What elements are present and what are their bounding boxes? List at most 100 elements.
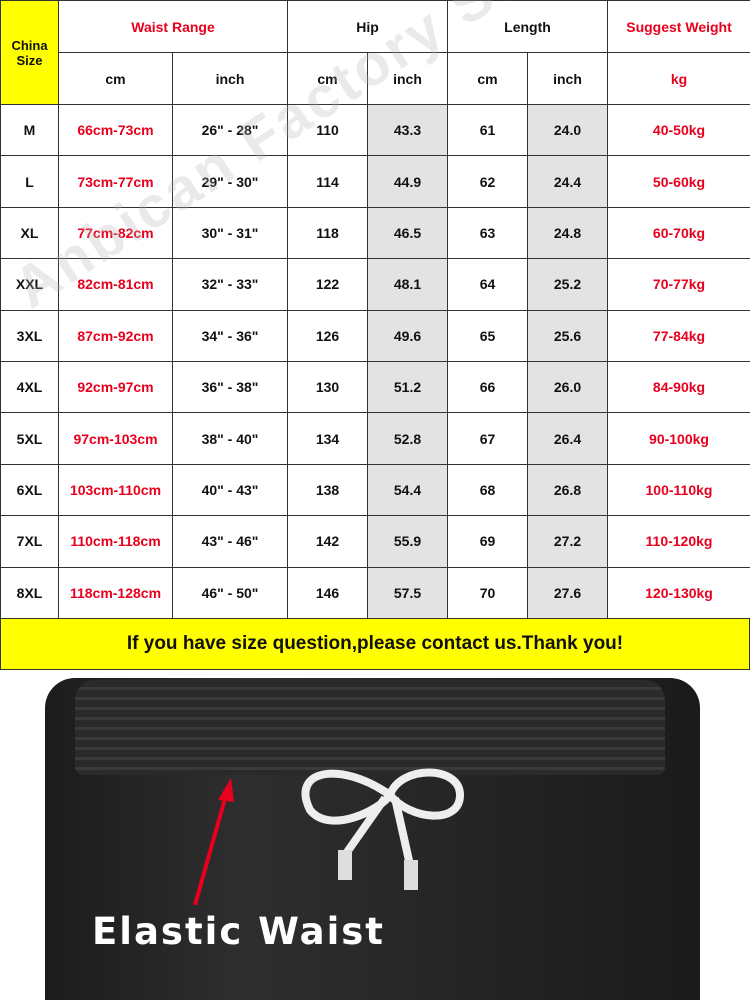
hip-cm-cell: 138	[287, 463, 368, 517]
size-cell: M	[0, 103, 59, 157]
suggest-weight-cell: 40-50kg	[607, 103, 750, 157]
length-cm-cell: 61	[447, 103, 528, 157]
suggest-weight-cell: 60-70kg	[607, 206, 750, 260]
size-cell: 6XL	[0, 463, 59, 517]
waist-range-header: Waist Range	[58, 0, 288, 53]
drawstring-and-arrow	[193, 768, 465, 906]
suggest-weight-cell: 110-120kg	[607, 515, 750, 568]
size-row: 5XL 97cm-103cm 38" - 40" 134 52.8 67 26.4 90-10…	[0, 412, 750, 465]
waist-cm-cell: 110cm-118cm	[58, 515, 173, 568]
waist-cm-cell: 97cm-103cm	[58, 412, 173, 465]
waist-inch-cell: 26" - 28"	[172, 103, 288, 157]
waist-inch-cell: 46" - 50"	[172, 566, 288, 619]
size-row: 3XL 87cm-92cm 34" - 36" 126 49.6 65 25.6 77-84k…	[0, 309, 750, 362]
waist-inch-cell: 34" - 36"	[172, 309, 288, 362]
waist-inch-cell: 36" - 38"	[172, 360, 288, 414]
size-row: 8XL 118cm-128cm 46" - 50" 146 57.5 70 27.6 120-…	[0, 566, 750, 619]
drawstring-bow	[301, 768, 465, 825]
suggest-weight-cell: 100-110kg	[607, 463, 750, 517]
length-inch-cell: 25.6	[527, 309, 608, 362]
length-inch-cell: 26.4	[527, 412, 608, 465]
waist-cm-cell: 77cm-82cm	[58, 206, 173, 260]
length-cm-cell: 66	[447, 360, 528, 414]
length-inch-cell: 27.6	[527, 566, 608, 619]
size-row: XXL 82cm-81cm 32" - 33" 122 48.1 64 25.2 70-77k…	[0, 258, 750, 311]
size-cell: XXL	[0, 258, 59, 311]
hip-cm-cell: 130	[287, 360, 368, 414]
weight-kg-unit: kg	[607, 52, 750, 105]
size-row: 4XL 92cm-97cm 36" - 38" 130 51.2 66 26.0 84-90k…	[0, 360, 750, 414]
size-chart-table: China Size Waist Range Hip Length Sugges…	[0, 0, 750, 619]
waist-cm-cell: 92cm-97cm	[58, 360, 173, 414]
size-row: M 66cm-73cm 26" - 28" 110 43.3 61 24.0 40-50kg	[0, 103, 750, 157]
red-arrow	[193, 794, 228, 906]
hip-inch-cell: 48.1	[367, 258, 448, 311]
length-inch-cell: 24.0	[527, 103, 608, 157]
size-cell: 8XL	[0, 566, 59, 619]
waist-cm-cell: 82cm-81cm	[58, 258, 173, 311]
hip-inch-unit: inch	[367, 52, 448, 105]
length-inch-unit: inch	[527, 52, 608, 105]
waist-inch-cell: 38" - 40"	[172, 412, 288, 465]
waist-cm-cell: 87cm-92cm	[58, 309, 173, 362]
size-cell: 5XL	[0, 412, 59, 465]
waist-inch-cell: 30" - 31"	[172, 206, 288, 260]
length-inch-cell: 27.2	[527, 515, 608, 568]
suggest-weight-cell: 50-60kg	[607, 155, 750, 208]
waist-cm-cell: 73cm-77cm	[58, 155, 173, 208]
waist-inch-cell: 40" - 43"	[172, 463, 288, 517]
length-inch-cell: 24.4	[527, 155, 608, 208]
hip-inch-cell: 43.3	[367, 103, 448, 157]
length-cm-cell: 65	[447, 309, 528, 362]
product-photo: Elastic Waist	[0, 670, 750, 1000]
size-cell: 3XL	[0, 309, 59, 362]
waist-inch-unit: inch	[172, 52, 288, 105]
hip-cm-cell: 142	[287, 515, 368, 568]
size-cell: 7XL	[0, 515, 59, 568]
size-cell: XL	[0, 206, 59, 260]
hip-cm-cell: 134	[287, 412, 368, 465]
waist-inch-cell: 32" - 33"	[172, 258, 288, 311]
hip-inch-cell: 52.8	[367, 412, 448, 465]
hip-inch-cell: 44.9	[367, 155, 448, 208]
length-cm-cell: 67	[447, 412, 528, 465]
suggest-weight-cell: 120-130kg	[607, 566, 750, 619]
elastic-waist-label: Elastic Waist	[92, 910, 385, 953]
waist-cm-unit: cm	[58, 52, 173, 105]
hip-cm-unit: cm	[287, 52, 368, 105]
size-row: 6XL 103cm-110cm 40" - 43" 138 54.4 68 26.8 100-…	[0, 463, 750, 517]
hip-cm-cell: 118	[287, 206, 368, 260]
suggest-weight-cell: 90-100kg	[607, 412, 750, 465]
hip-inch-cell: 54.4	[367, 463, 448, 517]
hip-cm-cell: 110	[287, 103, 368, 157]
size-row: L 73cm-77cm 29" - 30" 114 44.9 62 24.4 50-60kg	[0, 155, 750, 208]
length-cm-cell: 68	[447, 463, 528, 517]
china-size-header: China Size	[0, 0, 59, 105]
hip-inch-cell: 51.2	[367, 360, 448, 414]
size-cell: L	[0, 155, 59, 208]
size-row: 7XL 110cm-118cm 43" - 46" 142 55.9 69 27.2 110-…	[0, 515, 750, 568]
length-inch-cell: 25.2	[527, 258, 608, 311]
length-inch-cell: 26.8	[527, 463, 608, 517]
length-header: Length	[447, 0, 608, 53]
length-cm-cell: 63	[447, 206, 528, 260]
waist-cm-cell: 118cm-128cm	[58, 566, 173, 619]
waist-inch-cell: 29" - 30"	[172, 155, 288, 208]
length-inch-cell: 24.8	[527, 206, 608, 260]
length-cm-cell: 64	[447, 258, 528, 311]
waist-cm-cell: 66cm-73cm	[58, 103, 173, 157]
suggest-weight-header: Suggest Weight	[607, 0, 750, 53]
length-cm-cell: 62	[447, 155, 528, 208]
hip-cm-cell: 122	[287, 258, 368, 311]
hip-inch-cell: 49.6	[367, 309, 448, 362]
length-cm-cell: 69	[447, 515, 528, 568]
length-cm-cell: 70	[447, 566, 528, 619]
size-cell: 4XL	[0, 360, 59, 414]
length-cm-unit: cm	[447, 52, 528, 105]
hip-cm-cell: 114	[287, 155, 368, 208]
suggest-weight-cell: 77-84kg	[607, 309, 750, 362]
hip-cm-cell: 126	[287, 309, 368, 362]
hip-header: Hip	[287, 0, 448, 53]
hip-inch-cell: 57.5	[367, 566, 448, 619]
hip-cm-cell: 146	[287, 566, 368, 619]
